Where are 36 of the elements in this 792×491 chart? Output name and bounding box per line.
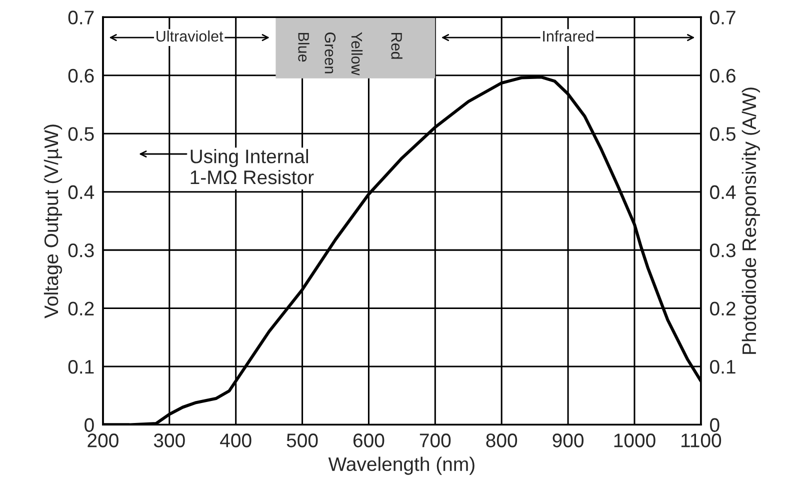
- y2-tick-label: 0.2: [710, 302, 736, 316]
- y-tick-label: 0.1: [68, 360, 94, 374]
- y-tick-label: 0.7: [68, 10, 94, 24]
- y-tick-label: 0: [84, 418, 94, 432]
- y2-tick-label: 0: [710, 418, 720, 432]
- y-tick-label: 0.6: [68, 68, 94, 83]
- x-tick-label: 500: [286, 434, 318, 448]
- y-tick-label: 0.4: [68, 185, 94, 200]
- x-tick-label: 700: [420, 434, 451, 448]
- x-tick-label: 300: [154, 434, 185, 448]
- x-tick-label: 200: [88, 434, 118, 448]
- y2-tick-label: 0.3: [710, 244, 736, 258]
- x-tick-label: 400: [220, 434, 252, 448]
- x-tick-label: 900: [552, 434, 584, 448]
- annotation: Blue: [298, 32, 310, 62]
- x-tick-label: 1100: [681, 434, 722, 448]
- annotation: Using Internal 1-MΩ Resistor: [190, 149, 314, 184]
- x-axis-title: Wavelength (nm): [328, 456, 474, 475]
- x-tick-label: 600: [353, 434, 384, 448]
- y2-tick-label: 0.5: [710, 127, 736, 141]
- annotation: Red: [391, 32, 402, 59]
- y-tick-label: 0.2: [68, 302, 94, 316]
- x-tick-label: 1000: [614, 434, 656, 448]
- annotation: Yellow: [351, 32, 363, 76]
- x-tick-label: 800: [486, 434, 518, 448]
- y-tick-label: 0.5: [68, 127, 94, 141]
- y2-tick-label: 0.4: [710, 185, 736, 200]
- y2-tick-label: 0.7: [710, 10, 736, 24]
- y-axis-title: Voltage Output (V/µW): [44, 124, 62, 318]
- y2-tick-label: 0.1: [710, 360, 736, 374]
- annotation: Ultraviolet: [156, 30, 224, 42]
- y-tick-label: 0.3: [68, 244, 94, 258]
- annotation: Green: [324, 32, 336, 74]
- y2-axis-title: Photodiode Responsivity (A/W): [742, 88, 760, 354]
- annotation: Infrared: [543, 30, 594, 42]
- y2-tick-label: 0.6: [710, 68, 736, 83]
